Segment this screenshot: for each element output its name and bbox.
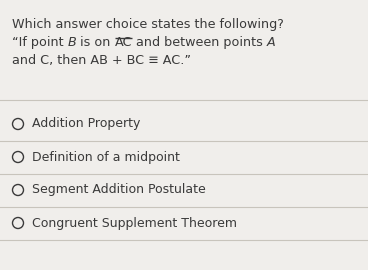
Text: Congruent Supplement Theorem: Congruent Supplement Theorem	[32, 217, 237, 230]
Text: is on: is on	[77, 36, 115, 49]
Text: B: B	[68, 36, 77, 49]
Text: and between points: and between points	[132, 36, 267, 49]
Text: and C, then AB + BC ≡ AC.”: and C, then AB + BC ≡ AC.”	[12, 54, 191, 67]
Text: AC: AC	[115, 36, 132, 49]
Text: “If point: “If point	[12, 36, 68, 49]
Text: Segment Addition Postulate: Segment Addition Postulate	[32, 184, 206, 197]
Text: Addition Property: Addition Property	[32, 117, 140, 130]
Text: A: A	[267, 36, 276, 49]
Text: Definition of a midpoint: Definition of a midpoint	[32, 150, 180, 164]
Text: Which answer choice states the following?: Which answer choice states the following…	[12, 18, 284, 31]
